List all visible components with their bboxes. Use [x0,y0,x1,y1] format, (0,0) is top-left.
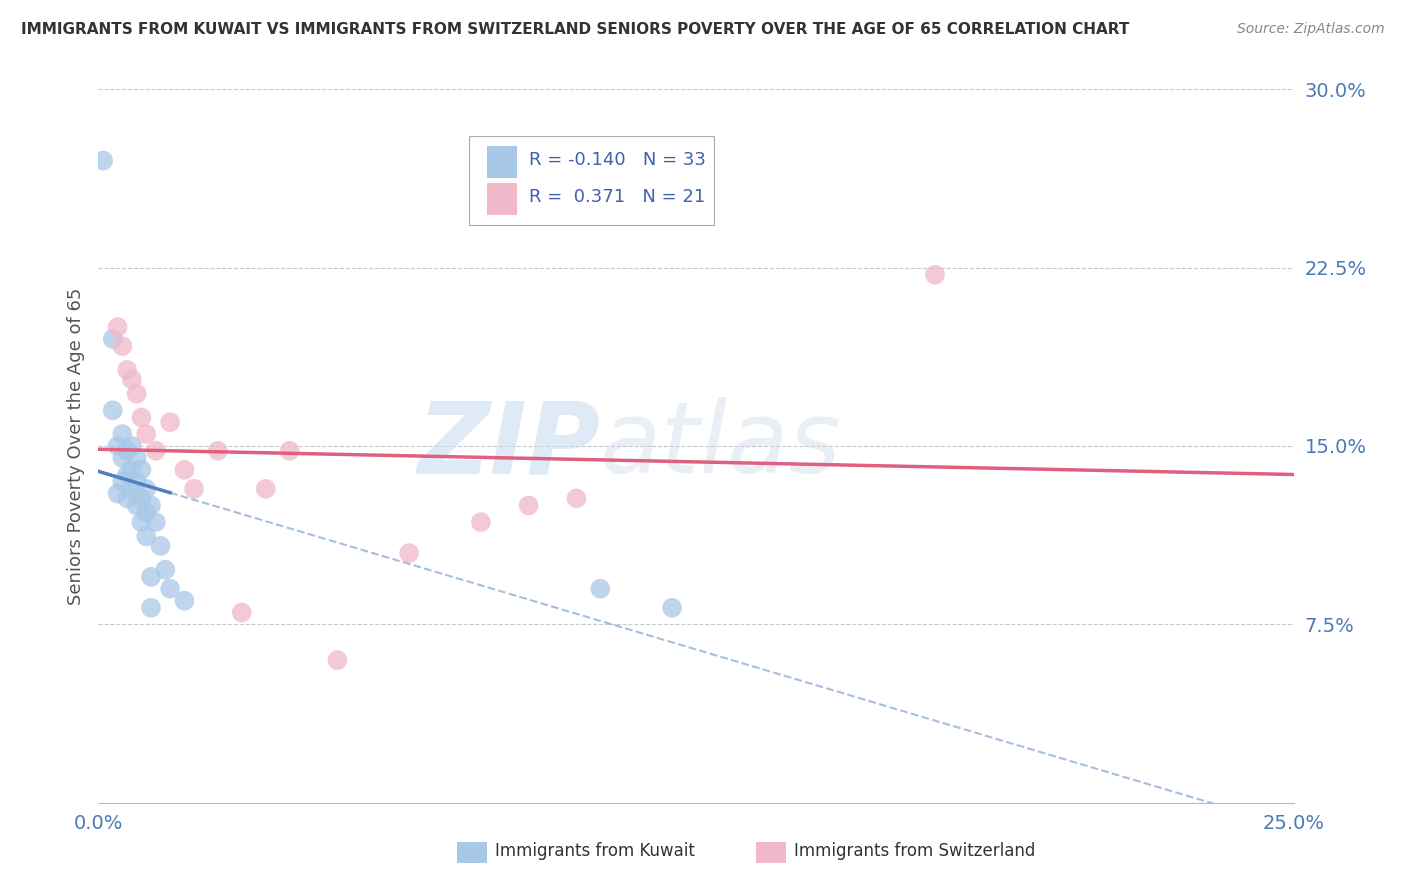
Point [91,153,114,168]
Point [135,506,157,520]
FancyBboxPatch shape [486,183,517,215]
Point [589,582,612,596]
Point [115,467,138,482]
FancyBboxPatch shape [756,842,786,863]
FancyBboxPatch shape [470,136,714,225]
Point [470,515,492,529]
Point [125,386,148,401]
Point [155,563,177,577]
FancyBboxPatch shape [457,842,486,863]
Point [183,482,205,496]
Point [135,529,157,543]
Point [924,268,946,282]
Point [131,491,153,506]
Point [111,450,134,465]
Point [139,600,162,615]
Point [517,499,540,513]
Point [254,482,277,496]
Point [661,600,683,615]
Point [135,482,157,496]
Text: Source: ZipAtlas.com: Source: ZipAtlas.com [1237,22,1385,37]
Point [111,427,134,442]
Point [107,439,129,453]
Point [125,450,148,465]
Point [173,593,195,607]
Text: Immigrants from Kuwait: Immigrants from Kuwait [495,842,695,860]
Point [107,486,129,500]
Point [139,499,162,513]
Text: ZIP: ZIP [418,398,600,494]
Text: Immigrants from Switzerland: Immigrants from Switzerland [794,842,1035,860]
Point [101,332,124,346]
Point [121,482,143,496]
Point [173,463,195,477]
Point [149,539,172,553]
Point [131,410,153,425]
Point [115,363,138,377]
Text: IMMIGRANTS FROM KUWAIT VS IMMIGRANTS FROM SWITZERLAND SENIORS POVERTY OVER THE A: IMMIGRANTS FROM KUWAIT VS IMMIGRANTS FRO… [21,22,1129,37]
Y-axis label: Seniors Poverty Over the Age of 65: Seniors Poverty Over the Age of 65 [66,287,84,605]
Point [111,339,134,353]
Point [326,653,349,667]
Point [121,372,143,386]
Point [135,427,157,442]
Point [145,515,167,529]
Point [121,463,143,477]
Point [111,475,134,489]
Text: atlas: atlas [600,398,842,494]
Text: R = -0.140   N = 33: R = -0.140 N = 33 [529,152,706,169]
Text: R =  0.371   N = 21: R = 0.371 N = 21 [529,188,704,206]
Point [565,491,588,506]
Point [125,499,148,513]
Point [398,546,420,560]
Point [107,320,129,334]
Point [115,491,138,506]
Point [278,443,301,458]
Point [145,443,167,458]
Point [139,570,162,584]
Point [159,582,181,596]
Point [125,475,148,489]
Point [131,515,153,529]
FancyBboxPatch shape [486,146,517,178]
Point [101,403,124,417]
Point [121,439,143,453]
Point [131,463,153,477]
Point [207,443,229,458]
Point [115,443,138,458]
Point [231,606,253,620]
Point [159,415,181,429]
